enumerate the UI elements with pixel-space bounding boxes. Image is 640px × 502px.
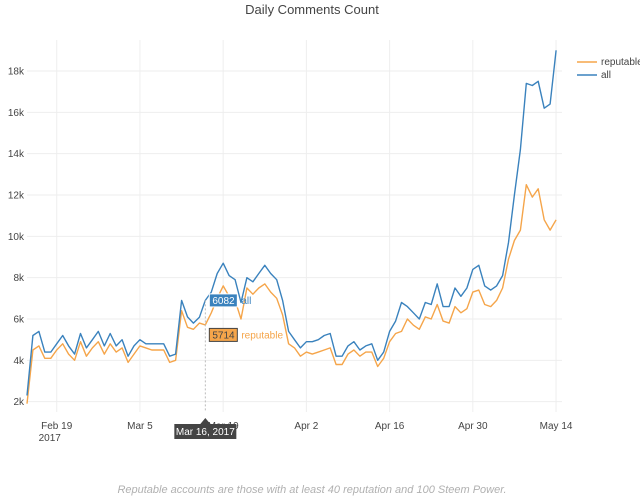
- hover-series-reputable: reputable: [241, 330, 283, 341]
- hover-date-text: Mar 16, 2017: [176, 427, 235, 438]
- x-tick-sublabel: 2017: [39, 433, 62, 444]
- series-lines: [26, 50, 557, 404]
- y-tick-label: 16k: [8, 108, 25, 119]
- hover-series-all: all: [241, 296, 251, 307]
- hover-tooltip: 6082 all 5714 reputable Mar 16, 2017: [174, 293, 283, 439]
- series-line-reputable[interactable]: [26, 184, 557, 404]
- legend-label-reputable: reputable: [601, 57, 640, 68]
- hover-box-reputable: [208, 327, 238, 342]
- y-gridlines: [27, 70, 562, 403]
- series-line-all[interactable]: [26, 50, 557, 396]
- y-tick-label: 12k: [8, 191, 25, 202]
- hover-date-label: Mar 16, 2017: [174, 418, 237, 439]
- legend-item-all[interactable]: all: [577, 70, 611, 81]
- y-tick-label: 2k: [13, 397, 25, 408]
- y-axis-ticks: 2k 4k 6k 8k 10k 12k 14k 16k 18k: [8, 67, 25, 409]
- x-tick-label: Apr 2: [294, 421, 318, 432]
- y-tick-label: 10k: [8, 232, 25, 243]
- legend-label-all: all: [601, 70, 611, 81]
- hover-box-all: [208, 293, 238, 308]
- y-tick-label: 6k: [13, 315, 25, 326]
- chart-title: Daily Comments Count: [245, 2, 379, 17]
- legend[interactable]: reputable all: [577, 57, 640, 81]
- x-tick-label: Apr 30: [458, 421, 488, 432]
- y-tick-label: 4k: [13, 356, 25, 367]
- x-tick-label: Apr 16: [375, 421, 405, 432]
- chart-caption: Reputable accounts are those with at lea…: [117, 484, 506, 496]
- x-gridlines: [56, 40, 557, 412]
- y-tick-label: 8k: [13, 273, 25, 284]
- hover-label-all: 6082 all: [208, 293, 251, 308]
- hover-date-pointer: [200, 418, 211, 424]
- hover-date-box: [174, 424, 237, 439]
- hover-value-all: 6082: [212, 296, 235, 307]
- y-tick-label: 18k: [8, 67, 25, 78]
- x-tick-label: May 14: [540, 421, 573, 432]
- legend-item-reputable[interactable]: reputable: [577, 57, 640, 68]
- hover-value-reputable: 5714: [212, 330, 235, 341]
- x-tick-label: Feb 19: [41, 421, 73, 432]
- y-tick-label: 14k: [8, 149, 25, 160]
- hover-label-reputable: 5714 reputable: [208, 327, 283, 342]
- x-tick-label: Mar 5: [127, 421, 153, 432]
